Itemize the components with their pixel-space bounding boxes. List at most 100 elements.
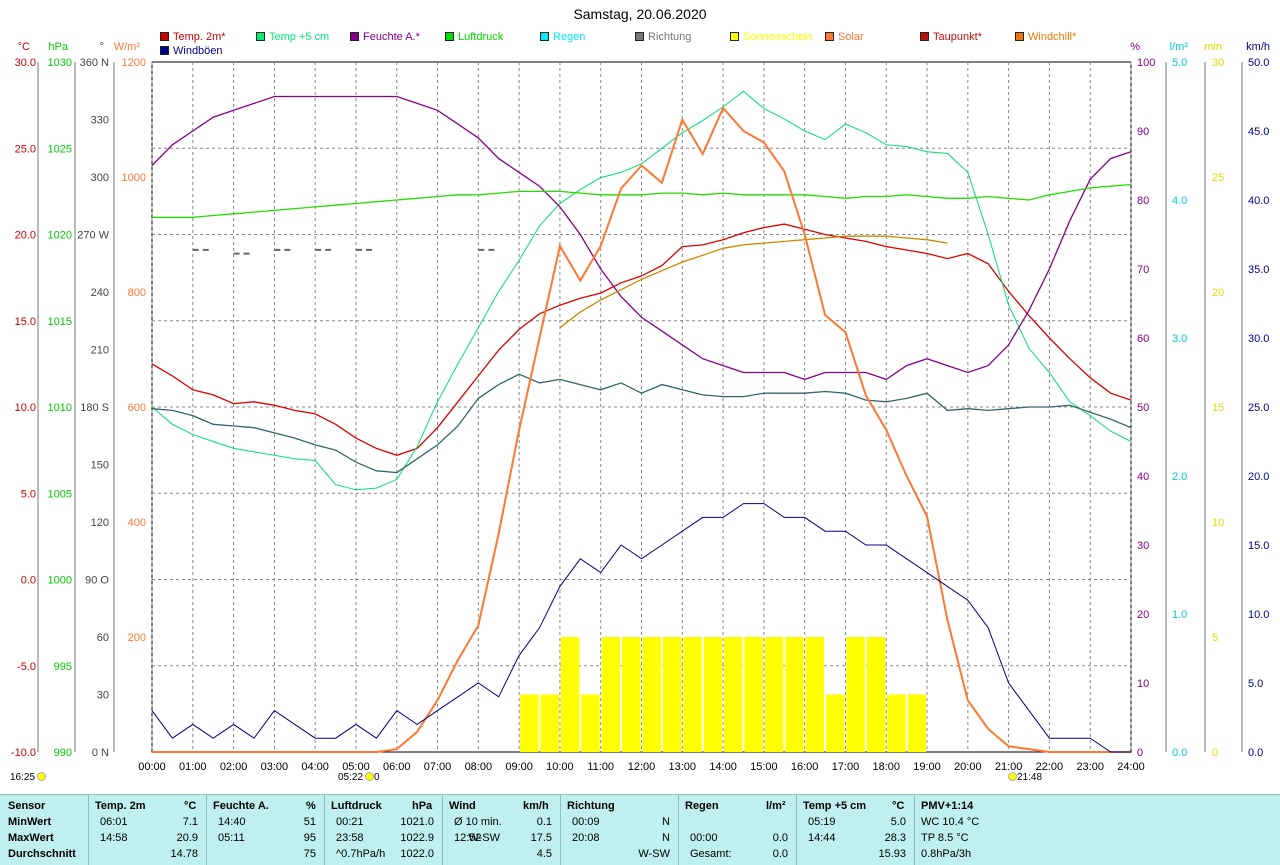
rain-axis-tick: 3.0: [1172, 333, 1187, 345]
legend-item: Sonnenschein: [730, 31, 813, 43]
stats-header-regen: Regen: [685, 800, 719, 812]
stats-header-richtung: Richtung: [567, 800, 615, 812]
chart-title: Samstag, 20.06.2020: [573, 6, 707, 22]
direction-axis-tick: 60: [97, 632, 109, 644]
wind-axis-tick: 30.0: [1248, 333, 1269, 345]
direction-axis-tick: 0 N: [92, 747, 109, 759]
stats-cell: 51: [303, 816, 316, 828]
stats-cell: WC 10.4 °C: [921, 816, 980, 828]
wind-axis-tick: 35.0: [1248, 264, 1269, 276]
pressure-axis-tick: 1030: [48, 57, 72, 69]
legend-swatch: [160, 46, 169, 55]
sunmin-axis-tick: 20: [1212, 287, 1224, 299]
stats-cell: ^0.7hPa/h: [336, 848, 386, 860]
solar-axis-tick: 600: [128, 402, 146, 414]
time-axis-tick: 04:00: [301, 761, 329, 773]
stats-cell: 14:44: [808, 832, 836, 844]
legend-label: Richtung: [648, 31, 692, 43]
stats-cell: 95: [303, 832, 316, 844]
pressure-axis-tick: 990: [54, 747, 72, 759]
legend-swatch: [540, 32, 549, 41]
stats-header-druck-unit: hPa: [412, 800, 433, 812]
temp-axis-tick: -5.0: [17, 661, 36, 673]
direction-axis-tick: 210: [91, 345, 109, 357]
sunmin-axis-tick: 5: [1212, 632, 1218, 644]
stats-cell: 75: [303, 848, 316, 860]
sunset-time: 21:48: [1017, 772, 1043, 783]
legend-label: Regen: [553, 31, 586, 43]
stats-cell: 1022.9: [400, 832, 434, 844]
series-line: [151, 373, 1132, 474]
sunshine-bar: [826, 694, 845, 752]
humidity-axis-tick: 80: [1137, 195, 1149, 207]
legend-label: Temp. 2m*: [173, 31, 226, 43]
stats-header-temp: Temp. 2m: [95, 800, 146, 812]
legend-item: Temp +5 cm: [256, 31, 329, 43]
stats-header-pmv: PMV+1:14: [921, 800, 974, 812]
time-axis-tick: 00:00: [138, 761, 166, 773]
temp-axis-tick: 10.0: [15, 402, 36, 414]
humidity-axis-tick: 50: [1137, 402, 1149, 414]
pressure-axis-tick: 995: [54, 661, 72, 673]
time-axis-tick: 21:00: [995, 761, 1023, 773]
stats-cell: 05:11: [218, 832, 245, 844]
sun-mark-left-time: 16:25: [10, 772, 36, 783]
stats-cell: 15.93: [878, 848, 906, 860]
series-line: [152, 183, 1132, 218]
wind-axis-unit: km/h: [1246, 41, 1270, 53]
stats-cell: 14.78: [170, 848, 198, 860]
legend-label: Sonnenschein: [743, 31, 813, 43]
stats-cell: N: [662, 832, 670, 844]
humidity-axis-tick: 0: [1137, 747, 1143, 759]
time-axis-tick: 23:00: [1076, 761, 1104, 773]
stats-cell: 00:21: [336, 816, 364, 828]
sunshine-bar: [907, 694, 927, 752]
temp-axis-tick: 30.0: [15, 57, 36, 69]
stats-cell: W-SW: [638, 848, 670, 860]
legend-item: Windböen: [160, 45, 223, 57]
legend-item: Solar: [825, 31, 864, 43]
stats-header-temp5-unit: °C: [892, 800, 905, 812]
rain-axis-tick: 4.0: [1172, 195, 1187, 207]
temp-axis-unit: °C: [18, 41, 30, 53]
stats-cell: 28.3: [884, 832, 906, 844]
legend-label: Taupunkt*: [933, 31, 982, 43]
stats-cell: N: [662, 816, 670, 828]
sunrise-icon: [365, 772, 375, 781]
direction-axis-tick: 180 S: [80, 402, 109, 414]
stats-cell: 20:08: [572, 832, 600, 844]
sunshine-bar: [785, 637, 804, 752]
sunmin-axis-tick: 0: [1212, 747, 1218, 759]
solar-axis-unit: W/m²: [114, 41, 141, 53]
direction-axis-tick: 30: [97, 690, 109, 702]
stats-header-druck: Luftdruck: [331, 800, 382, 812]
stats-cell: 20.9: [176, 832, 198, 844]
sunshine-bar: [846, 637, 865, 752]
sunset-mark: 21:48: [1006, 772, 1042, 783]
time-axis-tick: 17:00: [832, 761, 860, 773]
stats-cell: 0.1: [536, 816, 552, 828]
stats-row-label: MaxWert: [8, 832, 54, 844]
rain-axis-unit: l/m²: [1170, 41, 1189, 53]
wind-axis-tick: 0.0: [1248, 747, 1263, 759]
legend-swatch: [1015, 32, 1024, 41]
stats-header-temp5: Temp +5 cm: [803, 800, 867, 812]
legend-swatch: [635, 32, 644, 41]
wind-axis-tick: 50.0: [1248, 57, 1269, 69]
sunshine-bar: [724, 637, 743, 752]
legend-swatch: [730, 32, 739, 41]
series-line: [152, 106, 1131, 753]
stats-header-temp-unit: °C: [184, 800, 197, 812]
stats-cell: 1021.0: [400, 816, 434, 828]
rain-axis-tick: 1.0: [1172, 609, 1187, 621]
time-axis-tick: 03:00: [261, 761, 289, 773]
time-axis-tick: 09:00: [505, 761, 533, 773]
legend-item: Luftdruck: [445, 31, 503, 43]
stats-cell: 17.5: [530, 832, 552, 844]
stats-header-wind-unit: km/h: [523, 800, 549, 812]
legend-item: Taupunkt*: [920, 31, 982, 43]
temp-axis-tick: 25.0: [15, 143, 36, 155]
time-axis-tick: 22:00: [1036, 761, 1064, 773]
legend-item: Feuchte A.*: [350, 31, 420, 43]
humidity-axis-tick: 30: [1137, 540, 1149, 552]
